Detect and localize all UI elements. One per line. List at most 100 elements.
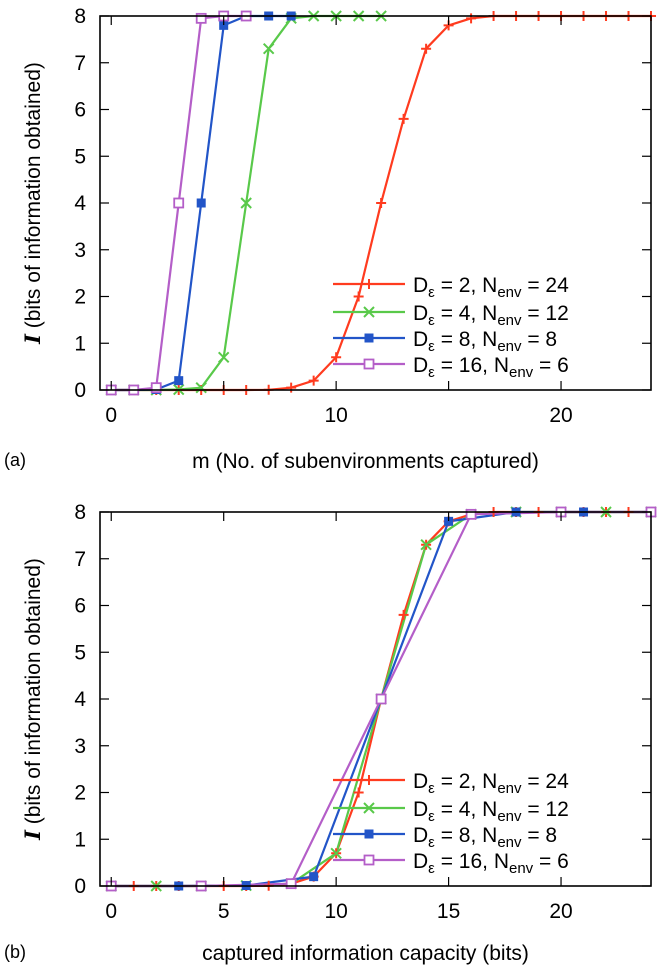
legend-text-part: = 16, N (435, 354, 509, 377)
data-point-s3-4 (196, 198, 206, 208)
chart-panel-b: 0 1 2 3 4 5 6 7 8 0 5 10 15 20 captured information ca… (4, 501, 657, 965)
y-label-rest: (bits of information obtained) (22, 558, 45, 830)
legend-text-part: D (413, 770, 428, 793)
legend-subscript: ε (428, 780, 435, 797)
x-tick-label: 0 (105, 404, 117, 427)
x-tick-label: 5 (218, 900, 230, 923)
legend-text-part: D (413, 850, 428, 873)
legend-marker-2 (363, 802, 375, 814)
legend-subscript: ε (428, 284, 435, 301)
panel-label: (a) (4, 450, 26, 470)
y-tick-label: 8 (74, 501, 86, 524)
legend-entry-4: Dε = 16, Nenv = 6 (413, 354, 569, 381)
legend-marker-3 (364, 829, 374, 839)
data-point-s2-7 (262, 43, 275, 55)
x-tick-label: 15 (437, 900, 460, 923)
y-tick-label: 6 (74, 595, 86, 618)
legend-entry-3: Dε = 8, Nenv = 8 (413, 824, 557, 851)
x-tick-label: 10 (324, 404, 347, 427)
y-tick-label: 4 (74, 192, 86, 215)
data-point-s2-5 (330, 847, 342, 859)
legend-text-part: = 8 (522, 328, 558, 351)
legend-marker-4 (363, 358, 375, 370)
y-tick-label: 0 (74, 379, 86, 402)
legend-subscript: env (509, 860, 534, 877)
legend-text-part: D (413, 354, 428, 377)
legend-marker-1 (364, 775, 374, 785)
data-point-s1-13 (398, 609, 409, 620)
data-point-s4-3 (375, 693, 387, 705)
x-tick-label: 0 (105, 900, 117, 923)
legend-marker-4 (363, 854, 375, 866)
legend-marker-3 (364, 333, 374, 343)
y-label-symbol: I (20, 829, 45, 841)
y-tick-label: 5 (74, 145, 86, 168)
x-tick-label: 20 (549, 404, 572, 427)
legend-marker-2 (363, 306, 375, 318)
legend-entry-2: Dε = 4, Nenv = 12 (413, 302, 569, 329)
legend-text-part: D (413, 824, 428, 847)
data-point-s1-10 (331, 352, 342, 363)
legend-subscript: ε (428, 834, 435, 851)
legend-text-part: D (413, 798, 428, 821)
legend-subscript: env (497, 808, 522, 825)
legend-text-part: = 8, N (435, 824, 497, 847)
legend-text-part: D (413, 274, 428, 297)
data-point-s1-9 (308, 375, 319, 386)
y-axis-label: I (bits of information obtained) (20, 558, 45, 841)
legend-text-part: = 24 (522, 274, 570, 297)
data-point-s1-13 (398, 113, 409, 124)
y-tick-label: 6 (74, 99, 86, 122)
legend-subscript: env (497, 834, 522, 851)
y-tick-label: 1 (74, 332, 86, 355)
legend-text-part: = 12 (522, 798, 569, 821)
data-point-s4-2 (285, 878, 297, 890)
axis-frame (99, 511, 652, 887)
legend-text-part: = 6 (533, 850, 569, 873)
data-point-s1-12 (376, 198, 387, 208)
y-tick-label: 2 (74, 286, 86, 309)
y-tick-label: 7 (74, 52, 86, 75)
y-tick-label: 2 (74, 782, 86, 805)
data-point-s4-4 (195, 12, 207, 24)
chart-panel-a: 0 1 2 3 4 5 6 7 8 0 10 20 m (No. of subenvironments … (4, 5, 656, 473)
legend-entry-4: Dε = 16, Nenv = 6 (413, 850, 569, 877)
legend-text-part: = 12 (522, 302, 569, 325)
x-axis-label: captured information capacity (bits) (202, 942, 529, 965)
legend-subscript: env (497, 338, 522, 355)
y-tick-label: 3 (74, 735, 86, 758)
data-point-s2-6 (240, 197, 252, 209)
data-point-s1-11 (353, 787, 364, 798)
legend-text-part: = 4, N (435, 302, 497, 325)
legend-text-part: = 8 (522, 824, 558, 847)
legend-text-part: D (413, 328, 428, 351)
data-point-s1-16 (466, 13, 477, 24)
legend-text-part: = 4, N (435, 798, 497, 821)
data-point-s1-8 (286, 382, 297, 393)
y-tick-label: 3 (74, 239, 86, 262)
legend-subscript: ε (428, 338, 435, 355)
legend-subscript: env (509, 364, 534, 381)
legend-entry-1: Dε = 2, Nenv = 24 (413, 274, 569, 301)
data-point-s4-3 (173, 197, 185, 209)
data-point-s3-3 (174, 376, 184, 386)
legend-text-part: = 2, N (435, 274, 497, 297)
y-tick-label: 1 (74, 828, 86, 851)
legend-subscript: ε (428, 312, 435, 329)
x-tick-label: 10 (324, 900, 347, 923)
panel-label: (b) (4, 942, 26, 962)
legend-marker-1 (364, 279, 374, 289)
y-tick-label: 5 (74, 641, 86, 664)
data-point-s2-7 (420, 539, 432, 551)
legend-subscript: env (497, 284, 522, 301)
legend-subscript: ε (428, 808, 435, 825)
y-tick-label: 7 (74, 548, 86, 571)
y-tick-label: 0 (74, 875, 86, 898)
data-point-s2-4 (195, 381, 207, 394)
legend-entry-3: Dε = 8, Nenv = 8 (413, 328, 557, 355)
data-point-s4-2 (150, 382, 162, 394)
y-tick-label: 8 (74, 5, 86, 28)
legend-subscript: env (497, 312, 522, 329)
legend-text-part: D (413, 302, 428, 325)
